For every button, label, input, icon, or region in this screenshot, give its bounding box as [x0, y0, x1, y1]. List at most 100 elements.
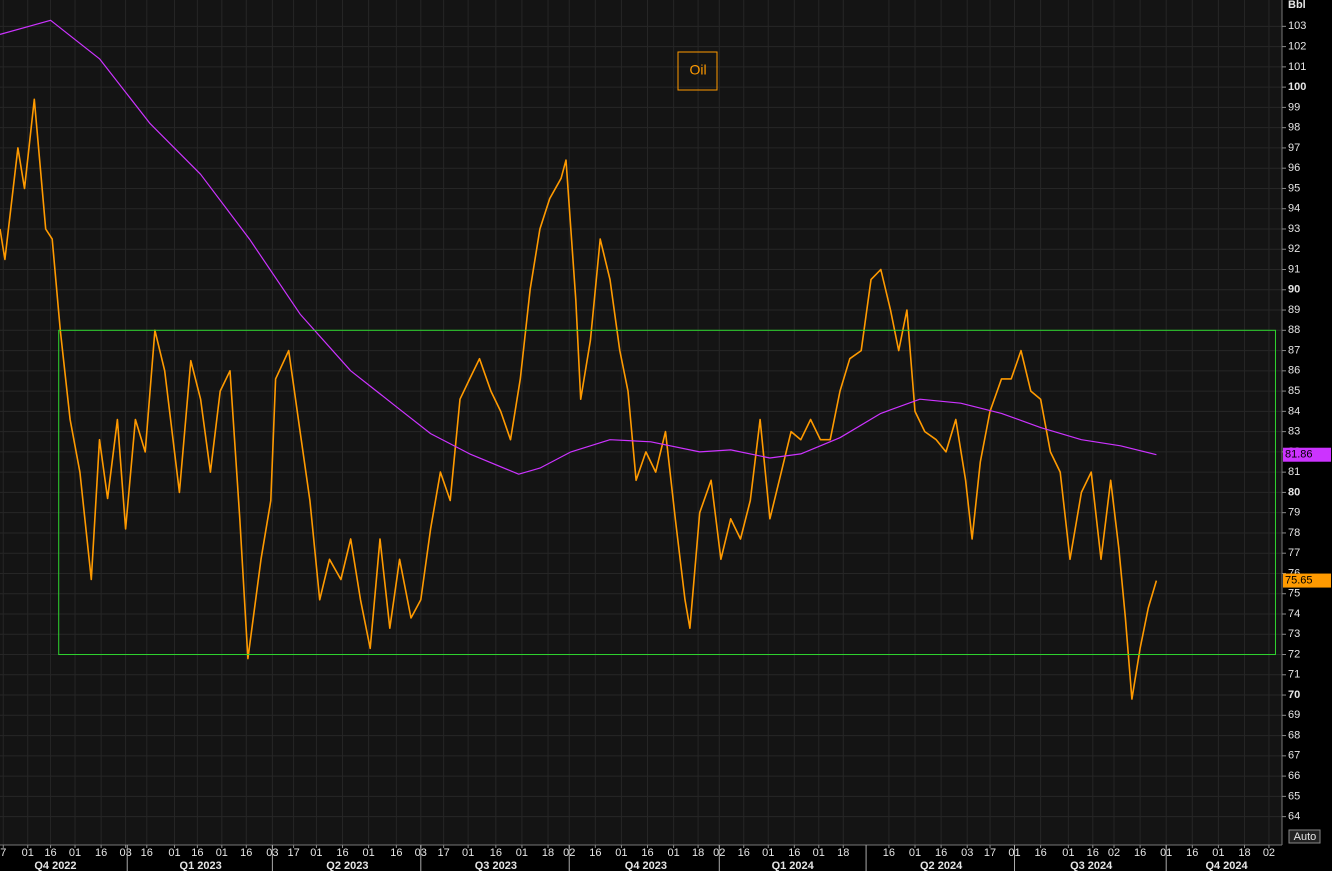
x-tick-label: 01	[462, 847, 474, 859]
y-axis-panel	[1282, 0, 1332, 871]
y-tick-label: 66	[1288, 770, 1300, 782]
x-tick-label: 16	[1186, 847, 1198, 859]
x-tick-label: 16	[191, 847, 203, 859]
x-tick-label: 17	[984, 847, 996, 859]
x-tick-label: 16	[141, 847, 153, 859]
y-tick-label: 68	[1288, 729, 1300, 741]
y-tick-label: 84	[1288, 405, 1300, 417]
x-tick-label: 17	[287, 847, 299, 859]
last-value-label: 81.86	[1285, 449, 1313, 461]
y-tick-label: 70	[1288, 689, 1300, 701]
series-line	[0, 19, 1157, 475]
y-tick-label: 95	[1288, 182, 1300, 194]
y-tick-label: 89	[1288, 304, 1300, 316]
y-tick-label: 86	[1288, 365, 1300, 377]
x-tick-label: 16	[883, 847, 895, 859]
last-value-tag	[1283, 573, 1331, 588]
x-tick-label: 01	[168, 847, 180, 859]
y-tick-label: 96	[1288, 162, 1300, 174]
x-tick-label: 18	[542, 847, 554, 859]
quarter-label: Q4 2024	[1205, 860, 1248, 871]
x-tick-label: 02	[1263, 847, 1275, 859]
x-tick-label: 16	[490, 847, 502, 859]
last-value-tag	[1283, 447, 1331, 462]
x-tick-label: 02	[1108, 847, 1120, 859]
x-tick-label: 01	[69, 847, 81, 859]
unit-label: Bbl	[1288, 0, 1306, 11]
quarter-label: Q3 2024	[1070, 860, 1113, 871]
y-tick-label: 74	[1288, 608, 1300, 620]
x-tick-label: 16	[1034, 847, 1046, 859]
y-tick-label: 75	[1288, 588, 1300, 600]
x-tick-label: 16	[738, 847, 750, 859]
y-tick-label: 102	[1288, 41, 1306, 53]
x-tick-label: 16	[390, 847, 402, 859]
y-tick-label: 67	[1288, 750, 1300, 762]
x-tick-label: 16	[336, 847, 348, 859]
y-tick-label: 81	[1288, 466, 1300, 478]
x-tick-label: 01	[22, 847, 34, 859]
x-tick-label: 18	[692, 847, 704, 859]
y-tick-label: 83	[1288, 426, 1300, 438]
y-tick-label: 98	[1288, 122, 1300, 134]
legend-box	[677, 51, 718, 91]
quarter-label: Q4 2022	[34, 860, 76, 871]
y-tick-label: 69	[1288, 709, 1300, 721]
legend-label: Oil	[689, 62, 706, 78]
y-tick-label: 79	[1288, 507, 1300, 519]
x-tick-label: 16	[1087, 847, 1099, 859]
quarter-label: Q2 2023	[326, 860, 368, 871]
plot-area	[0, 0, 1282, 845]
x-tick-label: 16	[1134, 847, 1146, 859]
x-tick-label: 18	[837, 847, 849, 859]
y-tick-label: 90	[1288, 284, 1300, 296]
y-tick-label: 99	[1288, 101, 1300, 113]
quarter-label: Q4 2023	[625, 860, 667, 871]
y-tick-label: 71	[1288, 669, 1300, 681]
y-tick-label: 88	[1288, 324, 1300, 336]
x-tick-label: 17	[438, 847, 450, 859]
y-tick-label: 72	[1288, 648, 1300, 660]
y-tick-label: 64	[1288, 811, 1300, 823]
x-tick-label: 16	[641, 847, 653, 859]
y-tick-label: 97	[1288, 142, 1300, 154]
auto-button-label[interactable]: Auto	[1294, 831, 1317, 843]
y-tick-label: 73	[1288, 628, 1300, 640]
x-tick-label: 18	[1238, 847, 1250, 859]
y-tick-label: 93	[1288, 223, 1300, 235]
quarter-label: Q1 2023	[180, 860, 222, 871]
range-box	[58, 329, 1276, 656]
x-tick-label: 01	[216, 847, 228, 859]
x-tick-label: 01	[667, 847, 679, 859]
x-tick-label: 01	[615, 847, 627, 859]
y-tick-label: 65	[1288, 790, 1300, 802]
y-tick-label: 80	[1288, 486, 1300, 498]
x-tick-label: 01	[813, 847, 825, 859]
x-tick-label: 16	[240, 847, 252, 859]
last-value-label: 75.65	[1285, 574, 1313, 586]
x-tick-label: 03	[119, 847, 131, 859]
x-tick-label: 03	[961, 847, 973, 859]
y-tick-label: 94	[1288, 203, 1300, 215]
y-tick-label: 101	[1288, 61, 1306, 73]
x-tick-label: 16	[95, 847, 107, 859]
plot-layer	[0, 0, 1282, 845]
y-tick-label: 103	[1288, 20, 1306, 32]
x-axis-panel	[0, 845, 1282, 871]
y-tick-label: 92	[1288, 243, 1300, 255]
x-tick-label: 01	[1212, 847, 1224, 859]
x-tick-label: 01	[1062, 847, 1074, 859]
auto-button[interactable]	[1288, 829, 1321, 844]
y-tick-label: 77	[1288, 547, 1300, 559]
x-tick-label: 16	[935, 847, 947, 859]
x-tick-label: 01	[362, 847, 374, 859]
x-tick-label: 16	[788, 847, 800, 859]
y-tick-label: 78	[1288, 527, 1300, 539]
y-tick-label: 85	[1288, 385, 1300, 397]
x-tick-label: 16	[44, 847, 56, 859]
quarter-label: Q3 2023	[475, 860, 517, 871]
x-tick-label: 16	[589, 847, 601, 859]
y-tick-label: 91	[1288, 263, 1300, 275]
